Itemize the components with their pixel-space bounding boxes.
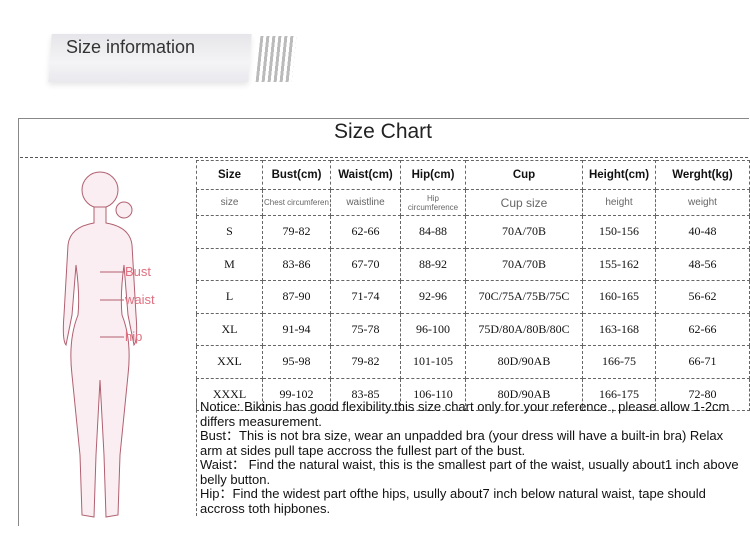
divider: [20, 157, 748, 158]
table-cell: 83-86: [262, 247, 331, 281]
table-cell: M: [196, 247, 263, 281]
banner-stripes: [255, 36, 297, 82]
banner-title: Size information: [66, 37, 196, 57]
table-cell: XXXL: [196, 377, 263, 411]
waist-note: Waist： Find the natural waist, this is t…: [200, 457, 739, 487]
table-cell: 56-62: [655, 280, 750, 314]
table-cell: 83-85: [330, 377, 401, 411]
table-cell: 96-100: [400, 312, 466, 346]
subheader-cell: height: [582, 189, 656, 216]
header-cell: Werght(kg): [655, 160, 750, 190]
table-cell: 101-105: [400, 345, 466, 379]
waist-label: waist: [125, 292, 155, 307]
table-cell: 72-80: [655, 377, 750, 411]
table-cell: 79-82: [330, 345, 401, 379]
body-figure: [50, 165, 150, 540]
bust-note: Bust：This is not bra size, wear an unpad…: [200, 428, 724, 458]
table-cell: 155-162: [582, 247, 656, 281]
table-cell: XL: [196, 312, 263, 346]
size-chart-frame: [18, 118, 749, 526]
table-cell: 80D/90AB: [465, 345, 583, 379]
table-cell: 166-75: [582, 345, 656, 379]
table-cell: 62-66: [655, 312, 750, 346]
subheader-cell: Cup size: [465, 189, 583, 216]
table-cell: 84-88: [400, 215, 466, 249]
table-cell: 150-156: [582, 215, 656, 249]
table-cell: 91-94: [262, 312, 331, 346]
header-cell: Cup: [465, 160, 583, 190]
table-cell: 75D/80A/80B/80C: [465, 312, 583, 346]
table-cell: 95-98: [262, 345, 331, 379]
table-row: XL 91-94 75-78 96-100 75D/80A/80B/80C 163-168…: [196, 312, 750, 346]
size-table: Size Bust(cm) Waist(cm) Hip(cm) Cup Height(cm…: [196, 160, 750, 411]
header-cell: Bust(cm): [262, 160, 331, 190]
subheader-cell: waistline: [330, 189, 401, 216]
subheader-cell: Chest circumferen: [262, 189, 331, 216]
table-row: XXL 95-98 79-82 101-105 80D/90AB 166-75 66-71: [196, 345, 750, 379]
header-cell: Height(cm): [582, 160, 656, 190]
header-row: Size Bust(cm) Waist(cm) Hip(cm) Cup Height(cm…: [196, 160, 750, 190]
table-cell: 80D/90AB: [465, 377, 583, 411]
table-cell: 40-48: [655, 215, 750, 249]
table-cell: 79-82: [262, 215, 331, 249]
subheader-cell: size: [196, 189, 263, 216]
table-cell: 70A/70B: [465, 247, 583, 281]
table-cell: 163-168: [582, 312, 656, 346]
subheader-cell: Hip circumference: [400, 189, 466, 216]
table-cell: 66-71: [655, 345, 750, 379]
hip-label: hip: [125, 329, 143, 344]
table-cell: 62-66: [330, 215, 401, 249]
header-cell: Size: [196, 160, 263, 190]
table-cell: 70A/70B: [465, 215, 583, 249]
hip-note: Hip：Find the widest part ofthe hips, usu…: [200, 486, 706, 516]
table-cell: 92-96: [400, 280, 466, 314]
table-cell: L: [196, 280, 263, 314]
notice-text: Notice: Bikinis has good flexibility.thi…: [200, 399, 730, 429]
table-cell: 106-110: [400, 377, 466, 411]
table-row: S 79-82 62-66 84-88 70A/70B 150-156 40-48: [196, 215, 750, 249]
table-cell: 75-78: [330, 312, 401, 346]
table-cell: 166-175: [582, 377, 656, 411]
table-cell: 160-165: [582, 280, 656, 314]
header-cell: Hip(cm): [400, 160, 466, 190]
header-cell: Waist(cm): [330, 160, 401, 190]
table-cell: 70C/75A/75B/75C: [465, 280, 583, 314]
table-cell: S: [196, 215, 263, 249]
table-row: M 83-86 67-70 88-92 70A/70B 155-162 48-56: [196, 247, 750, 281]
table-row: L 87-90 71-74 92-96 70C/75A/75B/75C 160-165 56…: [196, 280, 750, 314]
chart-title: Size Chart: [333, 120, 433, 143]
notes: Notice: Bikinis has good flexibility.thi…: [196, 399, 740, 516]
body-silhouette-icon: [62, 171, 138, 518]
table-cell: 71-74: [330, 280, 401, 314]
table-cell: 88-92: [400, 247, 466, 281]
table-cell: 67-70: [330, 247, 401, 281]
table-cell: 48-56: [655, 247, 750, 281]
table-cell: 87-90: [262, 280, 331, 314]
subheader-row: size Chest circumferen waistline Hip circum…: [196, 189, 750, 216]
table-row: XXXL 99-102 83-85 106-110 80D/90AB 166-175 72-…: [196, 377, 750, 411]
bust-label: Bust: [125, 264, 152, 279]
subheader-cell: weight: [655, 189, 750, 216]
table-cell: XXL: [196, 345, 263, 379]
